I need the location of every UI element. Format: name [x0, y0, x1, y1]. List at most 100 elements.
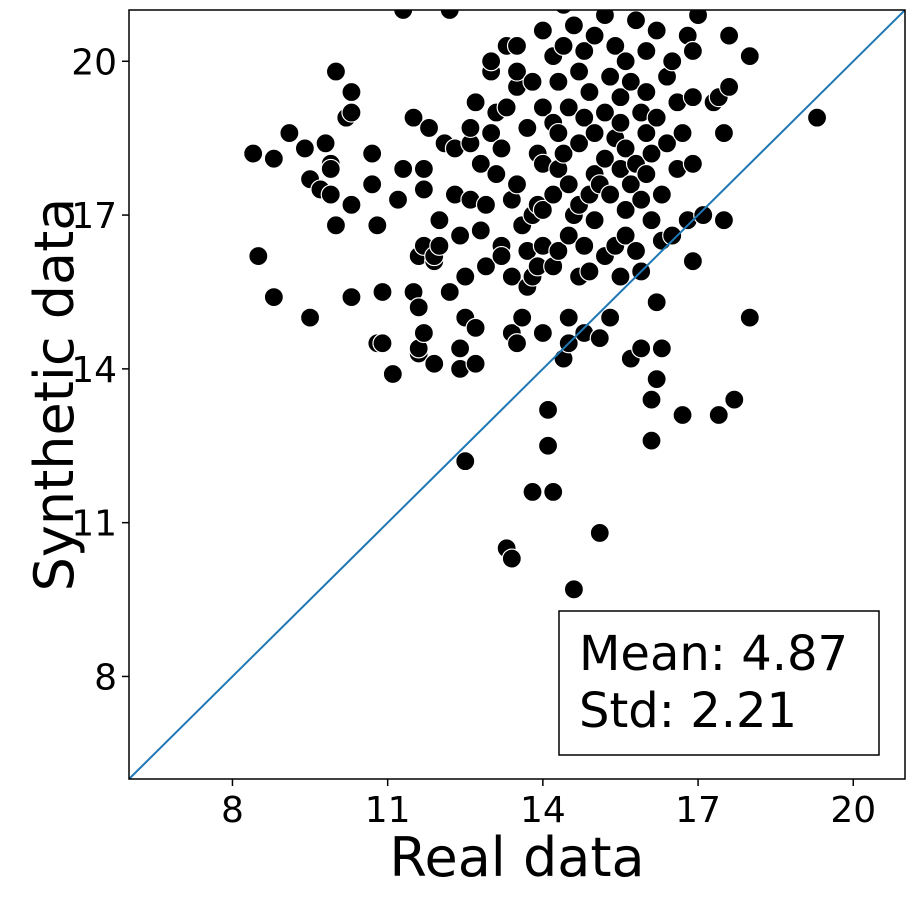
scatter-point [382, 363, 403, 385]
scatter-point [620, 71, 641, 92]
scatter-point [548, 122, 569, 144]
scatter-point [610, 112, 631, 133]
scatter-point [554, 10, 573, 15]
scatter-point [465, 317, 486, 338]
scatter-point [579, 81, 600, 103]
scatter-point [553, 143, 574, 164]
scatter-point [486, 163, 507, 185]
scatter-point [548, 240, 569, 262]
scatter-point [372, 281, 393, 303]
scatter-point [641, 210, 662, 231]
scatter-point [646, 292, 667, 313]
scatter-point [584, 25, 605, 46]
scatter-point [501, 266, 522, 287]
scatter-point [439, 10, 460, 21]
scatter-point [315, 133, 336, 154]
scatter-point [620, 174, 641, 195]
scatter-point [413, 322, 434, 344]
scatter-point [636, 163, 657, 185]
scatter-point [615, 51, 636, 72]
scatter-point [672, 122, 693, 144]
scatter-point [558, 225, 579, 246]
points-layer [243, 10, 828, 600]
scatter-point [279, 122, 300, 144]
scatter-point [584, 122, 605, 144]
scatter-point [325, 61, 347, 82]
stats-box: Mean: 4.87 Std: 2.21 [558, 610, 880, 756]
scatter-point [693, 204, 714, 226]
x-axis-title: Real data [389, 826, 644, 889]
scatter-point [320, 184, 341, 205]
x-tick-label: 14 [520, 790, 566, 831]
scatter-point [506, 333, 528, 354]
scatter-point [646, 107, 667, 128]
y-tick-label: 11 [71, 504, 117, 545]
scatter-point [506, 61, 528, 82]
scatter-point [713, 210, 735, 231]
scatter-point [656, 133, 678, 154]
scatter-point [574, 40, 595, 62]
x-tick-label: 8 [221, 790, 244, 831]
scatter-point [739, 46, 760, 67]
scatter-point [672, 404, 693, 426]
y-tick-label: 20 [71, 42, 117, 83]
scatter-point [413, 158, 434, 180]
scatter-point [713, 122, 735, 144]
x-tick-label: 20 [830, 790, 876, 831]
scatter-point [646, 20, 667, 41]
scatter-point [615, 225, 636, 246]
scatter-point [558, 97, 579, 118]
scatter-point [470, 220, 491, 241]
scatter-point [631, 189, 652, 210]
scatter-point [641, 430, 662, 451]
scatter-point [641, 143, 662, 164]
scatter-point [294, 138, 315, 159]
scatter-point [636, 122, 657, 144]
scatter-point [393, 10, 414, 21]
scatter-point [589, 328, 610, 349]
scatter-point [600, 307, 621, 328]
scatter-point [481, 51, 502, 72]
y-axis-ticks: 8 11 14 17 20 [71, 42, 129, 698]
scatter-point [646, 369, 667, 390]
scatter-point [568, 133, 590, 154]
scatter-point [625, 10, 647, 31]
scatter-point [418, 117, 440, 139]
scatter-point [594, 10, 616, 26]
scatter-point [465, 353, 486, 374]
scatter-point [739, 307, 760, 328]
scatter-point [460, 117, 481, 139]
scatter-point [579, 261, 600, 282]
scatter-point [341, 194, 362, 215]
scatter-point [636, 81, 657, 103]
scatter-point [341, 102, 362, 123]
y-tick-label: 8 [94, 657, 117, 698]
scatter-point [506, 174, 528, 195]
scatter-point [475, 256, 497, 277]
scatter-point [574, 107, 595, 128]
scatter-point [708, 404, 729, 426]
x-tick-label: 17 [675, 790, 721, 831]
scatter-point [636, 40, 657, 62]
scatter-point [299, 307, 321, 328]
scatter-point [719, 25, 740, 46]
scatter-point [491, 138, 512, 159]
scatter-point [589, 522, 610, 544]
scatter-point [543, 481, 564, 503]
scatter-point [682, 153, 703, 174]
scatter-point [517, 117, 538, 139]
scatter-point [574, 235, 595, 256]
scatter-point [662, 51, 683, 72]
scatter-point [631, 338, 652, 359]
scatter-point [662, 225, 683, 246]
scatter-point [455, 451, 476, 472]
scatter-point [429, 235, 450, 256]
scatter-point [641, 389, 662, 410]
scatter-point [594, 148, 616, 169]
scatter-point [263, 286, 284, 308]
scatter-point [341, 81, 362, 103]
scatter-point [522, 71, 543, 92]
stats-mean-label: Mean: 4.87 [579, 626, 848, 682]
scatter-point [325, 215, 347, 236]
scatter-point [439, 281, 460, 303]
